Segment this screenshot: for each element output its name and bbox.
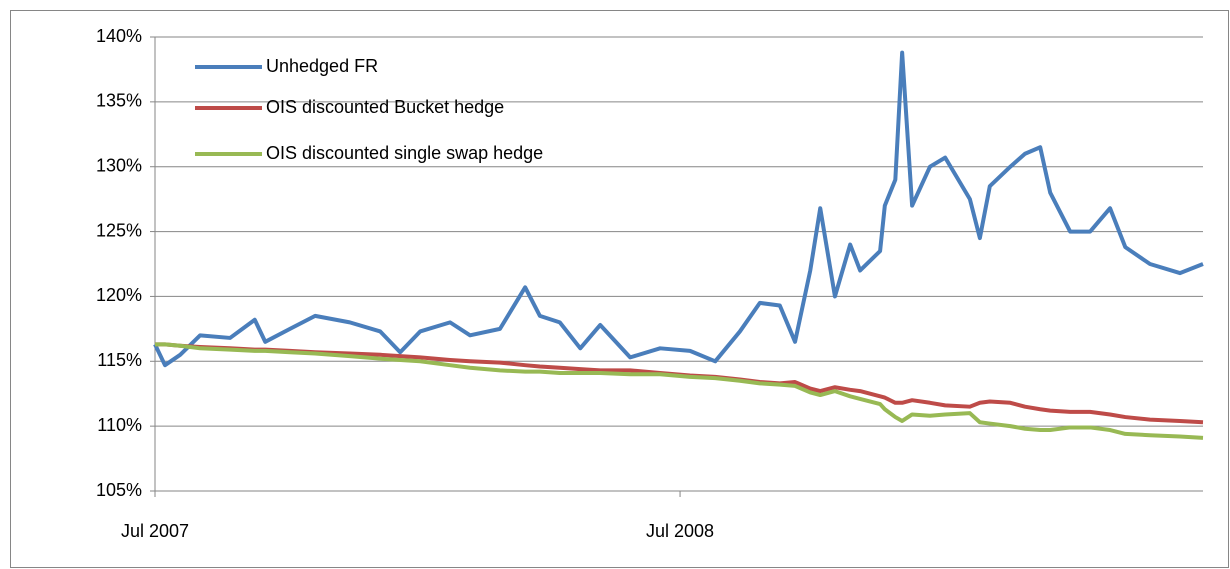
y-tick-label: 140%: [96, 26, 142, 46]
legend-label: OIS discounted single swap hedge: [266, 143, 543, 163]
data-line: [153, 50, 1204, 368]
chart-frame: [10, 10, 1229, 568]
y-tick-label: 115%: [97, 350, 142, 370]
y-tick-label: 135%: [96, 91, 142, 111]
x-tick-label: Jul 2007: [121, 521, 189, 541]
y-tick-label: 110%: [97, 415, 142, 435]
y-tick-label: 105%: [96, 480, 142, 500]
legend-label: OIS discounted Bucket hedge: [266, 97, 504, 117]
y-tick-label: 130%: [96, 155, 142, 175]
data-line: [155, 342, 1204, 440]
y-tick-label: 120%: [96, 285, 142, 305]
x-tick-label: Jul 2008: [646, 521, 714, 541]
y-tick-label: 125%: [96, 220, 142, 240]
legend-label: Unhedged FR: [266, 56, 378, 76]
